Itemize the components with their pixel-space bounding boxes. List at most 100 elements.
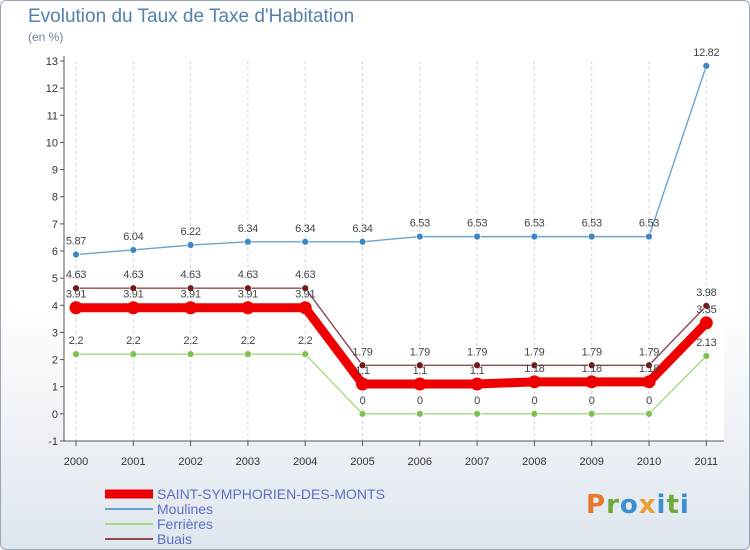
data-point (244, 284, 252, 292)
data-label: 3.91 (295, 289, 315, 301)
data-point (298, 301, 312, 315)
y-tick-label: 3 (52, 327, 58, 339)
chart-title: Evolution du Taux de Taxe d'Habitation (28, 6, 355, 27)
data-point (301, 238, 309, 246)
x-tick-label: 2009 (579, 456, 603, 468)
data-label: 3.91 (238, 289, 258, 301)
data-point (72, 350, 80, 358)
data-label: 1.1 (355, 365, 370, 377)
data-point (241, 301, 255, 315)
data-label: 0 (417, 395, 423, 407)
data-label: 6.53 (410, 218, 430, 230)
data-point (301, 350, 309, 358)
series-line (75, 353, 707, 415)
x-tick-label: 2010 (637, 456, 661, 468)
data-point (702, 302, 710, 310)
data-label: 0 (360, 395, 366, 407)
data-label: 1.18 (524, 363, 544, 375)
legend-label: Buais (157, 531, 192, 547)
data-label: 1.79 (410, 346, 430, 358)
data-label: 6.22 (180, 226, 200, 238)
series-line (71, 303, 711, 389)
data-point (72, 284, 80, 292)
proxiti-logo: Proxiti (586, 490, 690, 520)
data-label: 12.82 (693, 47, 719, 59)
data-point (645, 361, 653, 369)
data-point (416, 361, 424, 369)
data-point (530, 410, 539, 418)
data-point (416, 232, 424, 241)
y-tick-label: 8 (52, 192, 58, 204)
data-label: 4.63 (123, 269, 143, 281)
data-point (186, 284, 195, 292)
data-label: 1.79 (352, 346, 372, 358)
data-point (129, 350, 138, 358)
data-label: 1.79 (582, 346, 602, 358)
data-point (702, 352, 710, 360)
data-point (585, 375, 599, 389)
legend-label: SAINT-SYMPHORIEN-DES-MONTS (157, 486, 385, 502)
data-label: 6.34 (352, 223, 372, 235)
y-tick-label: 7 (52, 219, 58, 231)
data-label: 0 (589, 395, 595, 407)
data-point (645, 410, 653, 418)
data-label: 1.1 (470, 365, 485, 377)
x-tick-label: 2007 (465, 456, 489, 468)
data-label: 3.91 (123, 289, 143, 301)
x-tick-label: 2002 (178, 456, 202, 468)
data-point (416, 410, 424, 418)
x-tick-label: 2008 (522, 456, 546, 468)
data-label: 1.79 (467, 346, 487, 358)
chart-subtitle: (en %) (28, 30, 64, 44)
data-label: 3.91 (180, 289, 200, 301)
data-point (702, 62, 710, 70)
data-point (473, 232, 481, 241)
data-point (356, 377, 369, 391)
data-label: 6.34 (238, 223, 258, 235)
y-tick-label: 1 (52, 382, 58, 394)
data-point (69, 301, 83, 315)
data-point (530, 361, 539, 369)
y-tick-label: 9 (52, 165, 58, 177)
data-point (470, 377, 484, 391)
y-tick-label: -1 (48, 436, 58, 448)
data-point (244, 350, 252, 358)
data-label: 1.1 (413, 365, 428, 377)
y-tick-label: 2 (52, 355, 58, 367)
data-point (244, 238, 252, 246)
y-tick-label: 11 (47, 110, 58, 122)
x-tick-label: 2006 (408, 456, 432, 468)
data-label: 1.79 (639, 346, 659, 358)
y-tick-label: 0 (52, 409, 58, 421)
data-label: 0 (646, 395, 652, 407)
data-point (184, 301, 198, 315)
data-label: 4.63 (295, 269, 315, 281)
x-tick-label: 2004 (293, 456, 317, 468)
data-label: 6.53 (639, 218, 659, 230)
data-label: 4.63 (66, 269, 86, 281)
data-label: 6.53 (467, 218, 487, 230)
data-point (699, 316, 713, 330)
data-point (129, 246, 138, 254)
data-label: 3.35 (696, 304, 716, 316)
data-point (129, 284, 138, 292)
x-tick-label: 2005 (350, 456, 374, 468)
data-label: 1.18 (639, 363, 659, 375)
data-point (587, 232, 596, 241)
data-point (642, 375, 656, 389)
legend-label: Moulines (157, 501, 213, 517)
data-point (358, 361, 367, 369)
data-point (72, 250, 80, 259)
data-label: 5.87 (66, 236, 86, 248)
y-tick-label: 6 (52, 246, 58, 258)
data-label: 2.2 (69, 335, 84, 347)
y-tick-label: 13 (46, 56, 58, 68)
data-point (358, 410, 367, 418)
data-point (473, 361, 481, 369)
data-point (527, 375, 541, 389)
data-point (587, 410, 596, 418)
y-tick-label: 4 (52, 300, 58, 312)
data-label: 3.91 (66, 289, 86, 301)
legend-label: Ferrières (157, 516, 213, 532)
